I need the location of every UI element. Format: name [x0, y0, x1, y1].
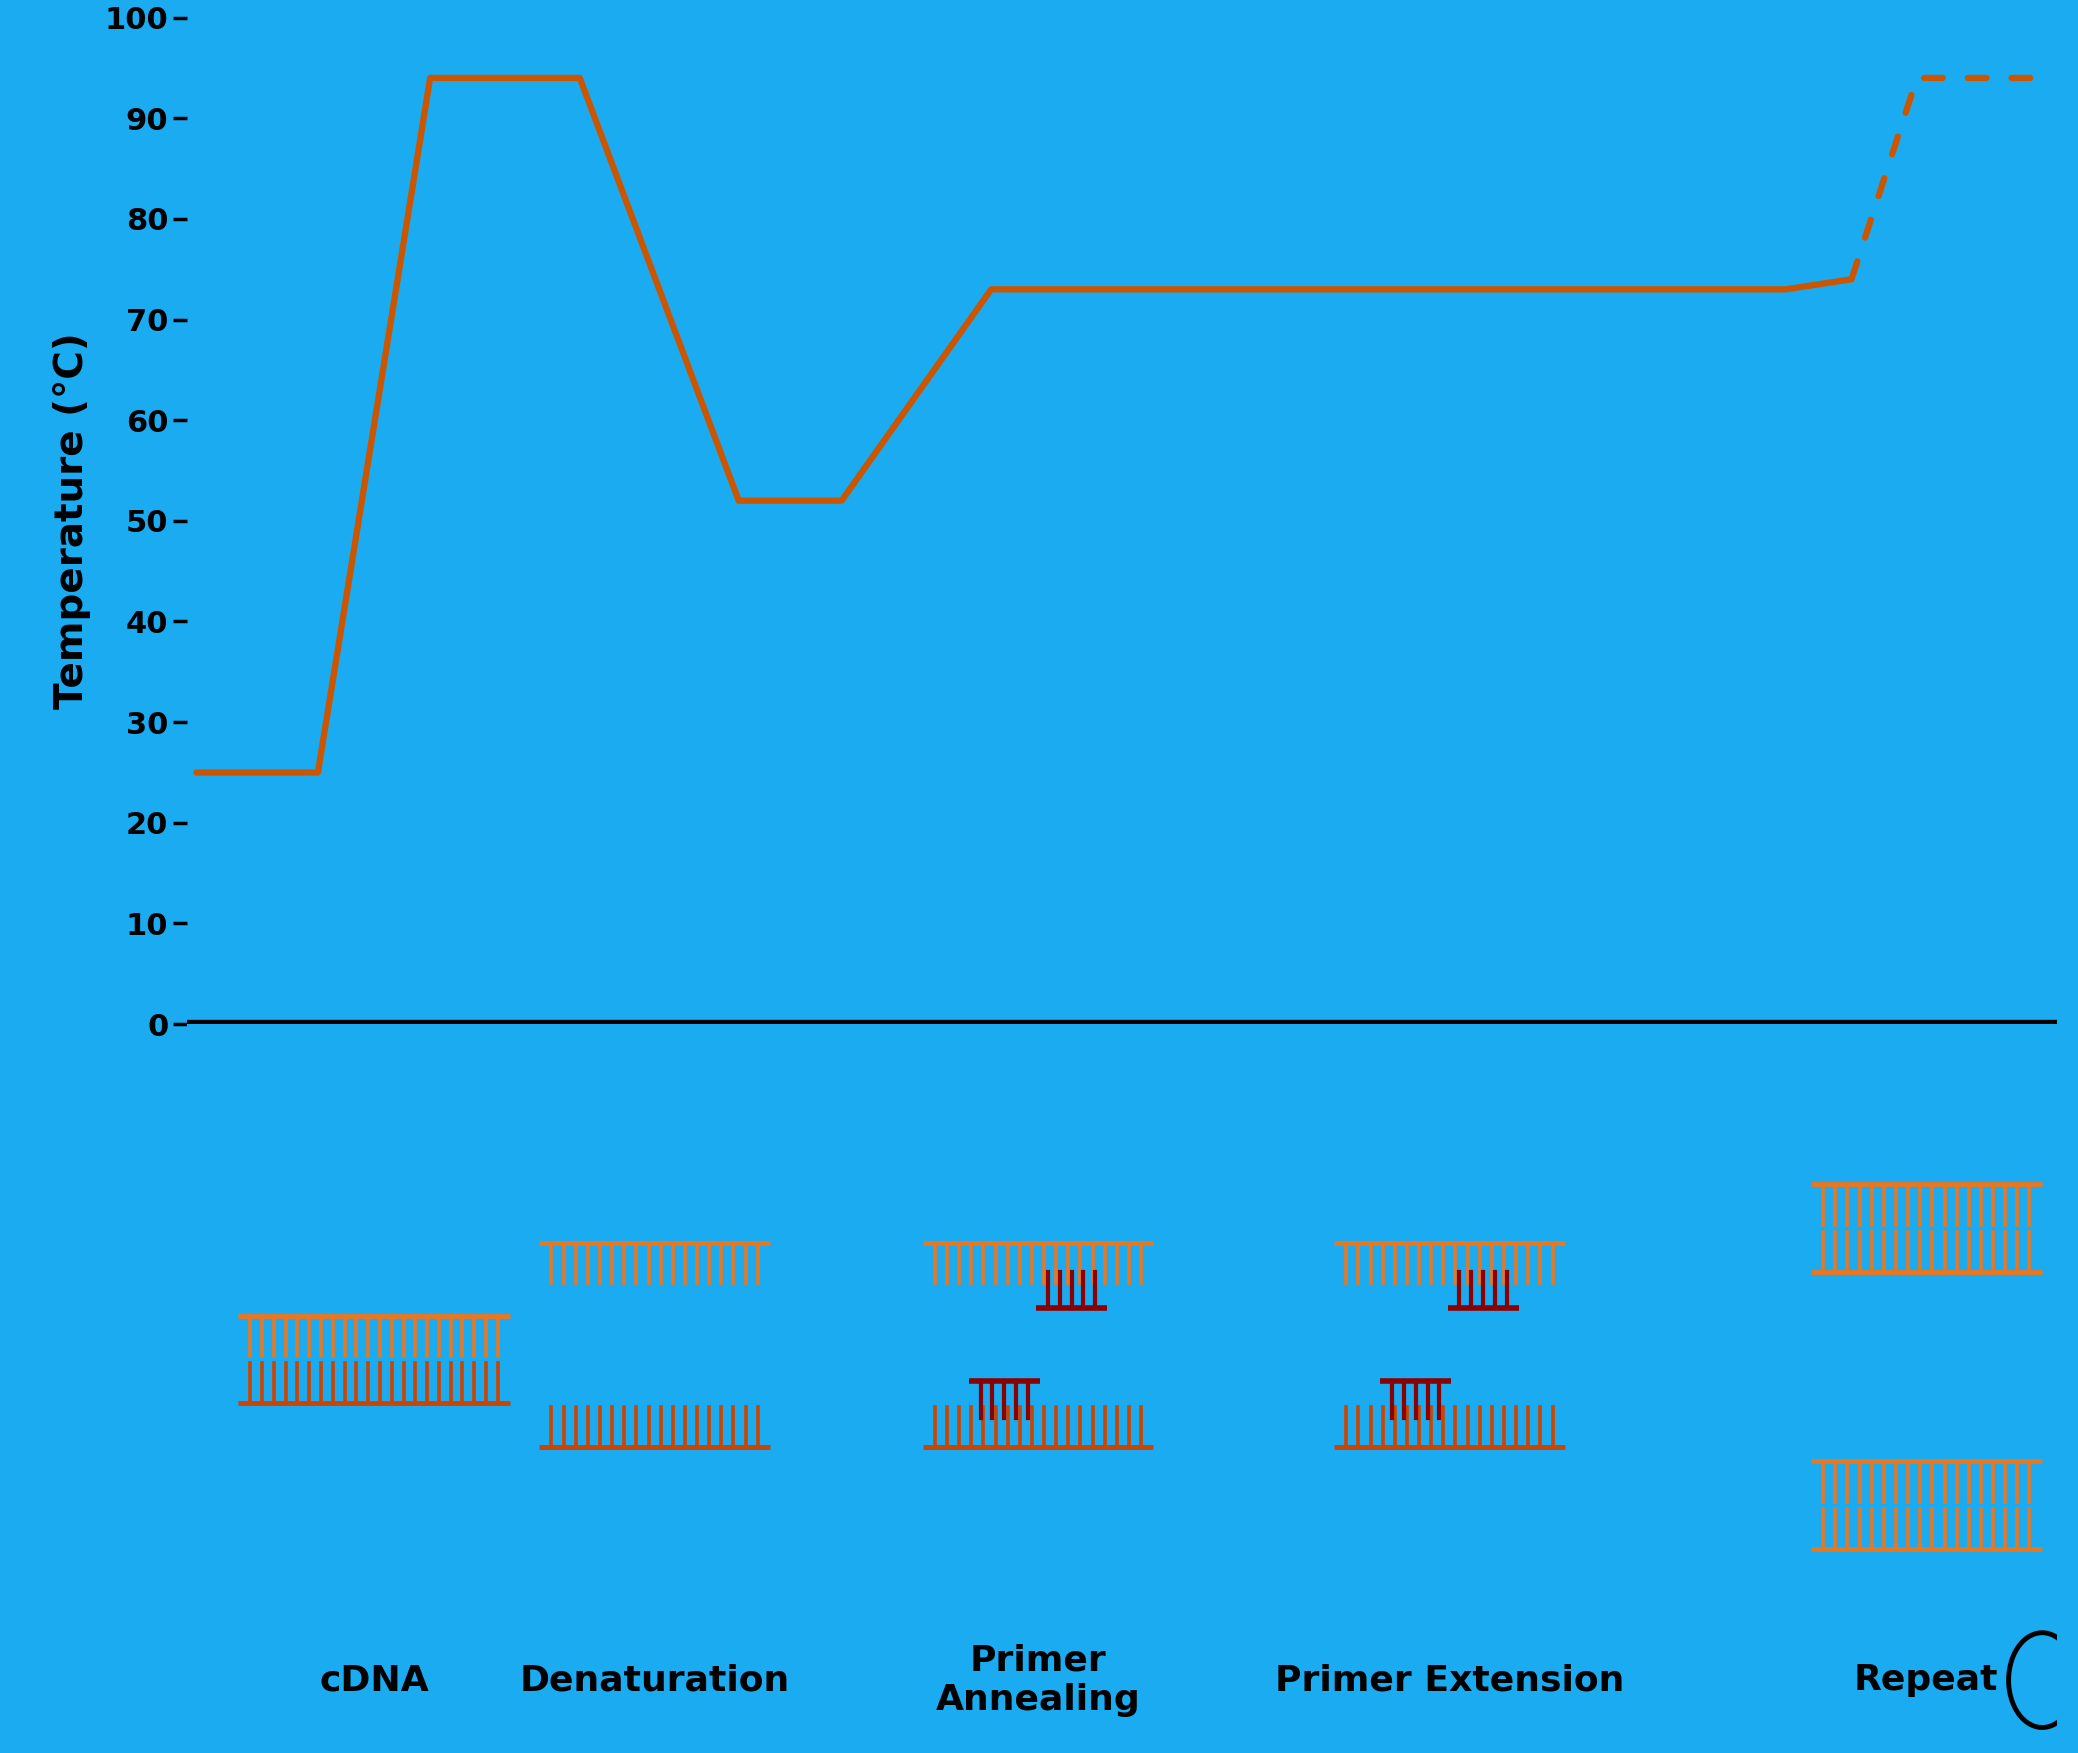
Y-axis label: Temperature (°C): Temperature (°C) [52, 333, 91, 710]
Text: Denaturation: Denaturation [520, 1664, 790, 1697]
Text: Primer
Annealing: Primer Annealing [935, 1643, 1141, 1716]
Text: Repeat: Repeat [1854, 1664, 1999, 1697]
Text: cDNA: cDNA [320, 1664, 428, 1697]
Text: Primer Extension: Primer Extension [1274, 1664, 1625, 1697]
